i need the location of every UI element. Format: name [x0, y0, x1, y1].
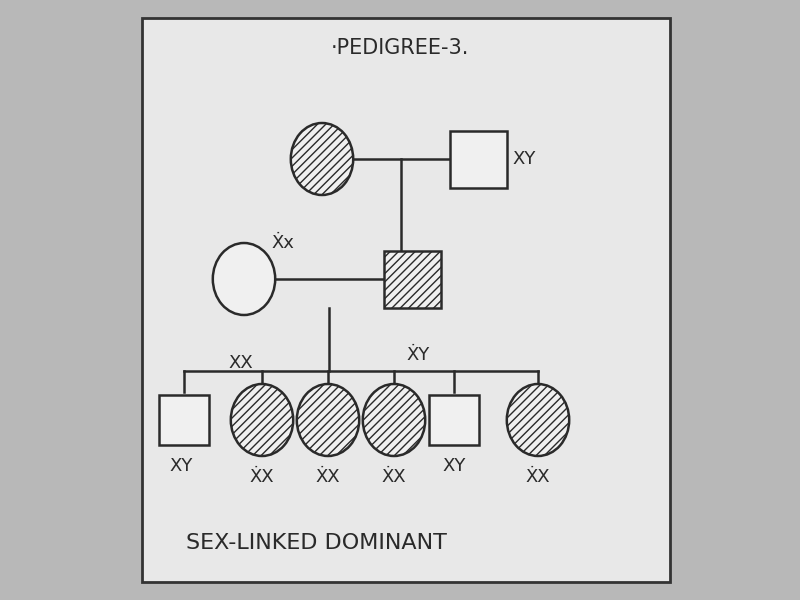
Text: ẊY: ẊY [406, 346, 430, 364]
Ellipse shape [213, 243, 275, 315]
Text: XY: XY [513, 150, 536, 168]
Text: ẊX: ẊX [526, 468, 550, 486]
Bar [429, 395, 479, 445]
Text: XY: XY [170, 457, 193, 475]
Ellipse shape [507, 384, 570, 456]
Ellipse shape [231, 384, 293, 456]
Bar [450, 130, 506, 187]
Bar [159, 395, 209, 445]
Text: XX: XX [229, 354, 254, 372]
Text: Ẋx: Ẋx [271, 234, 294, 252]
Text: ẊX: ẊX [250, 468, 274, 486]
Text: SEX-LINKED DOMINANT: SEX-LINKED DOMINANT [186, 533, 446, 553]
Ellipse shape [297, 384, 359, 456]
Text: XY: XY [442, 457, 466, 475]
Bar [142, 18, 670, 582]
Ellipse shape [291, 123, 354, 195]
Text: ẊX: ẊX [382, 468, 406, 486]
Ellipse shape [363, 384, 426, 456]
Bar [383, 251, 441, 307]
Text: ẊX: ẊX [316, 468, 340, 486]
Text: ·PEDIGREE-3.: ·PEDIGREE-3. [331, 38, 469, 58]
